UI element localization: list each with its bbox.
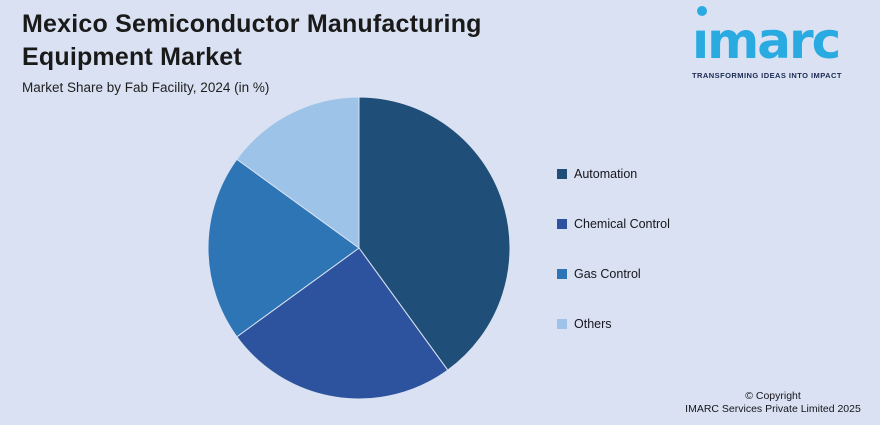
pie-slice-gas-control (207, 158, 360, 338)
logo-word-text: ımarc (692, 12, 841, 70)
legend: Automation Chemical Control Gas Control Oth… (557, 167, 670, 331)
pie-slice-chemical-control (236, 247, 449, 400)
page-title: Mexico Semiconductor Manufacturing Equip… (22, 10, 482, 71)
page-subtitle: Market Share by Fab Facility, 2024 (in %… (22, 80, 270, 95)
legend-label-gas-control: Gas Control (574, 267, 641, 281)
legend-item-gas-control: Gas Control (557, 267, 670, 281)
legend-label-chemical-control: Chemical Control (574, 217, 670, 231)
legend-item-chemical-control: Chemical Control (557, 217, 670, 231)
legend-label-automation: Automation (574, 167, 638, 181)
logo-tagline: TRANSFORMING IDEAS INTO IMPACT (692, 70, 842, 80)
imarc-wordmark: ımarc (692, 6, 870, 68)
legend-swatch-others (557, 319, 567, 329)
logo-i-dot-icon (697, 6, 707, 16)
pie-chart (207, 96, 511, 400)
copyright-note: © Copyright IMARC Services Private Limit… (678, 390, 868, 417)
copyright-line1: © Copyright (745, 389, 801, 402)
legend-item-automation: Automation (557, 167, 670, 181)
pie-slice-automation (358, 96, 511, 371)
header: Mexico Semiconductor Manufacturing Equip… (22, 8, 567, 95)
pie-slice-others (236, 96, 360, 249)
legend-item-others: Others (557, 317, 670, 331)
legend-label-others: Others (574, 317, 612, 331)
legend-swatch-gas-control (557, 269, 567, 279)
imarc-logo: ımarc TRANSFORMING IDEAS INTO IMPACT (692, 6, 870, 80)
legend-swatch-chemical-control (557, 219, 567, 229)
copyright-line2: IMARC Services Private Limited 2025 (685, 403, 861, 416)
legend-swatch-automation (557, 169, 567, 179)
